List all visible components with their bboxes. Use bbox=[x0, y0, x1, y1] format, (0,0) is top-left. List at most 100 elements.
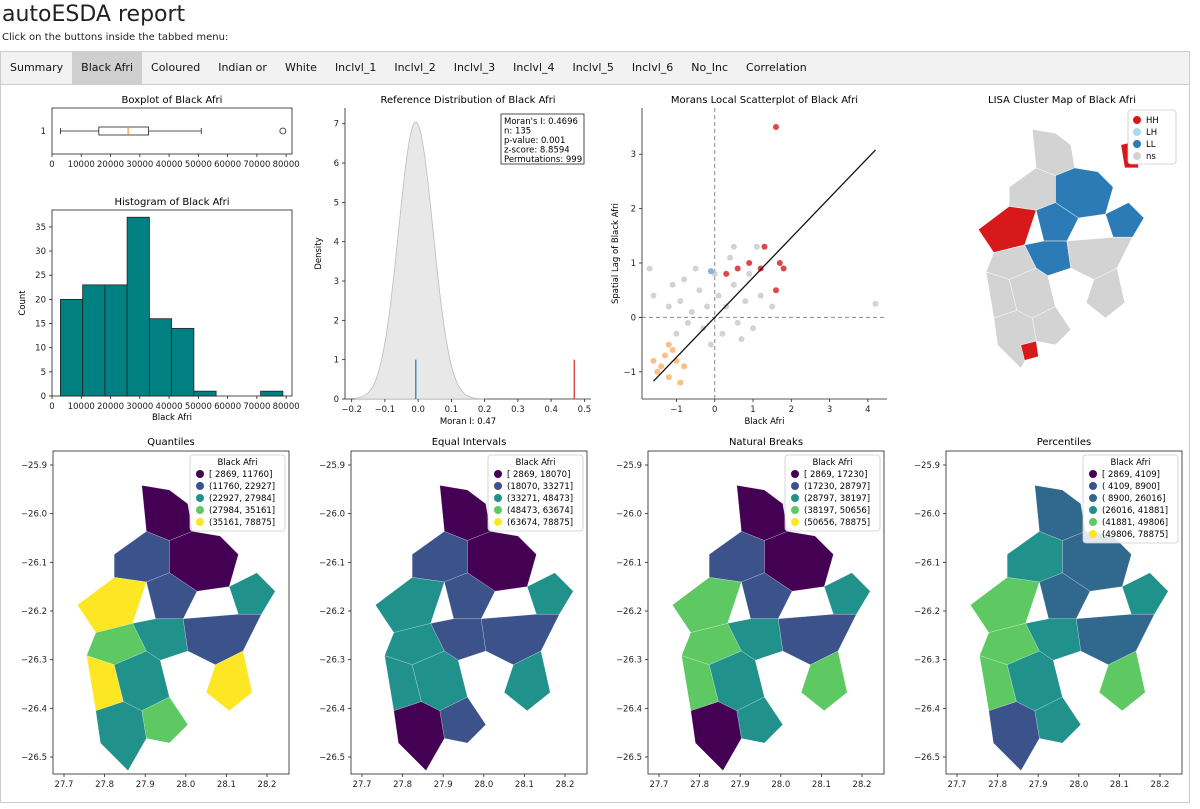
map-region bbox=[503, 650, 551, 712]
chart-title: LISA Cluster Map of Black Afri bbox=[988, 95, 1136, 106]
map-region bbox=[77, 577, 147, 633]
scatter-point-hh bbox=[757, 265, 764, 272]
tab-coloured[interactable]: Coloured bbox=[151, 61, 201, 74]
tab-inclvl-4[interactable]: Inclvl_4 bbox=[513, 61, 555, 74]
y-tick-label: −26.3 bbox=[914, 656, 940, 666]
scatter-point-ns bbox=[746, 270, 753, 277]
tab-correlation[interactable]: Correlation bbox=[746, 61, 807, 74]
legend-swatch bbox=[1089, 494, 1097, 502]
map-region bbox=[444, 572, 496, 620]
lisa-legend-label: LH bbox=[1146, 128, 1157, 138]
choropleth-equal-intervals: Equal Intervals −25.9 −26.0 −26.1 −26.2 −26.3… bbox=[319, 437, 588, 790]
stats-box-line: z-score: 8.8594 bbox=[504, 146, 570, 156]
x-tick-label: 30000 bbox=[126, 160, 153, 170]
y-tick-label: 6 bbox=[334, 159, 339, 169]
lisa-region bbox=[1105, 202, 1145, 238]
y-tick-label: −26.1 bbox=[616, 558, 642, 568]
reference-distribution-chart: Reference Distribution of Black Afri −0.2… bbox=[314, 95, 591, 427]
map-region bbox=[439, 485, 491, 541]
tab-inclvl-1[interactable]: Inclvl_1 bbox=[334, 61, 377, 74]
scatter-point-ns bbox=[673, 330, 680, 337]
y-tick-label: 10 bbox=[35, 344, 46, 354]
x-tick-label: 3 bbox=[827, 405, 832, 415]
scatter-point-ns bbox=[715, 292, 722, 299]
x-tick-label: 40000 bbox=[156, 402, 183, 412]
tab-inclvl-3[interactable]: Inclvl_3 bbox=[453, 61, 496, 74]
scatter-point-ns bbox=[750, 325, 757, 332]
map-regions bbox=[375, 485, 574, 771]
histogram-bar bbox=[260, 390, 284, 397]
y-tick-label: −26.2 bbox=[319, 607, 345, 617]
map-region bbox=[146, 572, 198, 620]
tab-inclvl-5[interactable]: Inclvl_5 bbox=[572, 61, 614, 74]
map-region bbox=[95, 701, 147, 771]
tab-inclvl-6[interactable]: Inclvl_6 bbox=[631, 61, 674, 74]
map-region bbox=[823, 572, 871, 615]
lisa-region bbox=[1035, 202, 1079, 242]
y-tick-label: −26.5 bbox=[319, 753, 345, 763]
tab-black-afri[interactable]: Black Afri bbox=[72, 52, 143, 84]
y-tick-label: 2 bbox=[631, 205, 636, 215]
legend-swatch bbox=[1089, 506, 1097, 514]
scatter-point-ns bbox=[669, 281, 676, 288]
x-tick-label: 28.0 bbox=[771, 780, 790, 790]
tab-indian-or[interactable]: Indian or bbox=[218, 61, 267, 74]
stats-box-line: Moran's I: 0.4696 bbox=[504, 117, 578, 127]
legend-swatch bbox=[1089, 482, 1097, 490]
x-tick-label: 2 bbox=[789, 405, 794, 415]
x-tick-label: 27.9 bbox=[136, 780, 155, 790]
map-regions bbox=[672, 485, 871, 771]
map-region bbox=[182, 613, 262, 666]
scatter-point-hh bbox=[734, 265, 741, 272]
map-region bbox=[1098, 650, 1146, 712]
y-tick-label: 0 bbox=[41, 392, 46, 402]
x-tick-label: 27.9 bbox=[434, 780, 453, 790]
legend-title: Black Afri bbox=[1110, 458, 1150, 468]
lisa-legend-swatch bbox=[1133, 128, 1141, 136]
scatter-point-ns bbox=[700, 325, 707, 332]
y-tick-label: 7 bbox=[334, 120, 339, 130]
legend-swatch bbox=[791, 518, 799, 526]
chart-title: Quantiles bbox=[147, 437, 195, 448]
page-subtitle: Click on the buttons inside the tabbed m… bbox=[2, 32, 229, 43]
tab-inclvl-2[interactable]: Inclvl_2 bbox=[394, 61, 436, 74]
map-region bbox=[375, 577, 445, 633]
x-axis-label: Moran I: 0.47 bbox=[440, 417, 496, 427]
y-tick-label: 5 bbox=[41, 368, 46, 378]
x-tick-label: 80000 bbox=[273, 402, 300, 412]
legend-swatch bbox=[494, 494, 502, 502]
x-tick-label: 27.9 bbox=[731, 780, 750, 790]
legend-box bbox=[784, 454, 881, 532]
map-region bbox=[1034, 485, 1086, 541]
scatter-point-ns bbox=[723, 303, 730, 310]
legend-box bbox=[189, 454, 286, 532]
histogram-bar bbox=[171, 327, 195, 397]
x-axis-label: Black Afri bbox=[744, 417, 784, 427]
scatter-point-hh bbox=[772, 287, 779, 294]
tab-white[interactable]: White bbox=[284, 61, 317, 74]
legend-class-label: (49806, 78875] bbox=[1102, 530, 1168, 540]
map-region bbox=[736, 485, 788, 541]
histogram-bar bbox=[193, 390, 217, 397]
y-tick-label: −26.0 bbox=[616, 510, 642, 520]
map-region bbox=[690, 701, 742, 771]
y-tick-label: −26.3 bbox=[616, 656, 642, 666]
chart-title: Histogram of Black Afri bbox=[115, 197, 230, 208]
legend-swatch bbox=[1089, 530, 1097, 538]
y-tick-label: −26.1 bbox=[21, 558, 47, 568]
x-tick-label: 28.0 bbox=[1069, 780, 1088, 790]
x-tick-label: 0.2 bbox=[478, 405, 492, 415]
y-tick-label: −26.5 bbox=[914, 753, 940, 763]
tab-summary[interactable]: Summary bbox=[10, 61, 64, 74]
map-region bbox=[708, 531, 765, 583]
histogram-chart: Histogram of Black Afri 0 10000 20000 30000 4… bbox=[18, 197, 300, 423]
y-tick-label: −26.0 bbox=[21, 510, 47, 520]
tab-no-inc[interactable]: No_Inc bbox=[691, 61, 729, 74]
map-region bbox=[526, 572, 574, 615]
legend-class-label: [ 2869, 17230] bbox=[804, 470, 867, 480]
x-tick-label: 28.2 bbox=[1151, 780, 1170, 790]
legend-box bbox=[1082, 454, 1179, 544]
x-axis-label: Black Afri bbox=[152, 413, 192, 423]
histogram-bar bbox=[126, 216, 150, 397]
map-region bbox=[141, 485, 193, 541]
